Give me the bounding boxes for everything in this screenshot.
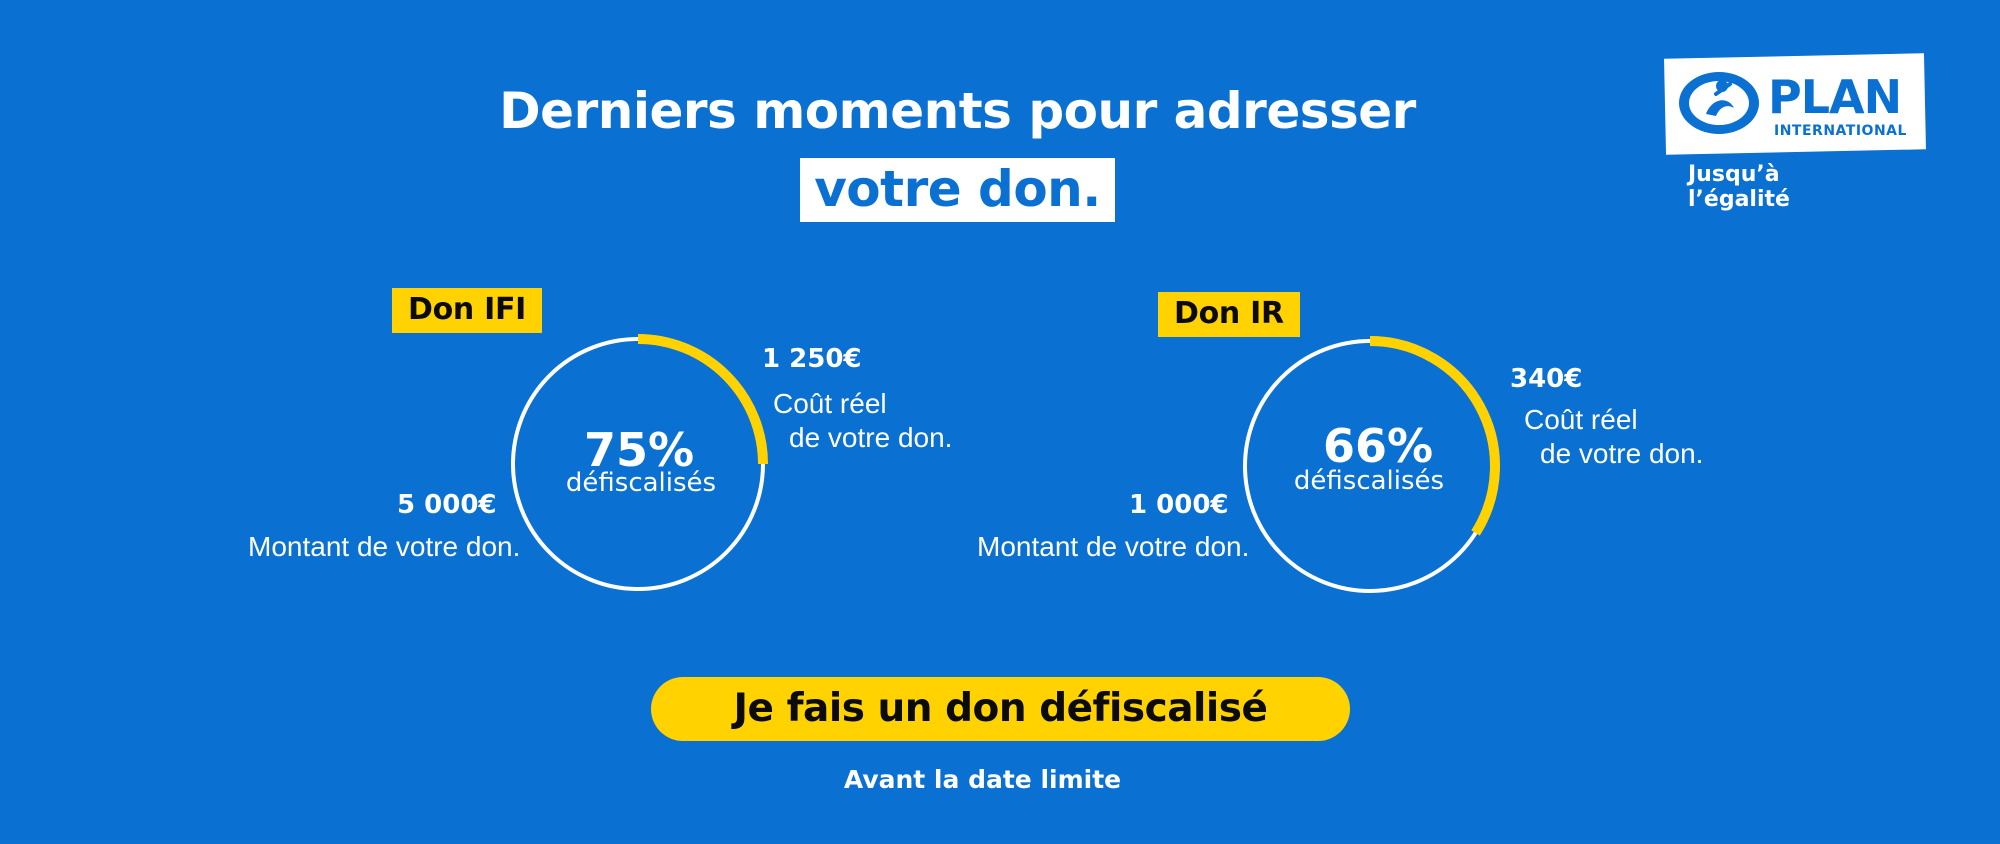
donation-amount-ir: 1 000€ <box>1129 490 1229 520</box>
cost-caption-line2-ir: de votre don. <box>1540 438 1704 469</box>
logo-tagline: Jusqu’à l’égalité <box>1688 162 1790 212</box>
ring-arc-ifi <box>637 334 768 465</box>
percent-label-ifi: défiscalisés <box>565 468 717 498</box>
percent-ir: 66% <box>1322 419 1434 473</box>
percent-label-ir: défiscalisés <box>1293 466 1445 496</box>
ring-chart-ir <box>1243 336 1500 593</box>
cost-caption-line1-ir: Coût réel <box>1524 404 1638 435</box>
donation-caption-ir: Montant de votre don. <box>977 531 1250 562</box>
cost-amount-ifi: 1 250€ <box>762 344 862 374</box>
logo-subtitle: INTERNATIONAL <box>1774 123 1907 139</box>
cost-amount-ir: 340€ <box>1510 364 1583 394</box>
headline-line-2-wrap: votre don. <box>0 158 1915 222</box>
ring-chart-ifi <box>511 334 768 591</box>
headline-line-1: Derniers moments pour adresser <box>499 82 1416 140</box>
tag-don-ifi: Don IFI <box>392 288 543 333</box>
headline-highlight: votre don. <box>800 158 1115 222</box>
cost-caption-line2-ifi: de votre don. <box>789 422 953 453</box>
plan-emblem-icon <box>1679 72 1759 134</box>
donate-button[interactable]: Je fais un don défiscalisé <box>651 677 1350 741</box>
percent-ifi: 75% <box>583 423 695 477</box>
deadline-note: Avant la date limite <box>843 765 1122 794</box>
donation-amount-ifi: 5 000€ <box>397 490 497 520</box>
tag-don-ir: Don IR <box>1158 292 1300 337</box>
donation-caption-ifi: Montant de votre don. <box>248 531 521 562</box>
cost-caption-line1-ifi: Coût réel <box>773 388 887 419</box>
logo-brand: PLAN <box>1768 70 1902 124</box>
ring-arc-ir <box>1369 336 1500 536</box>
